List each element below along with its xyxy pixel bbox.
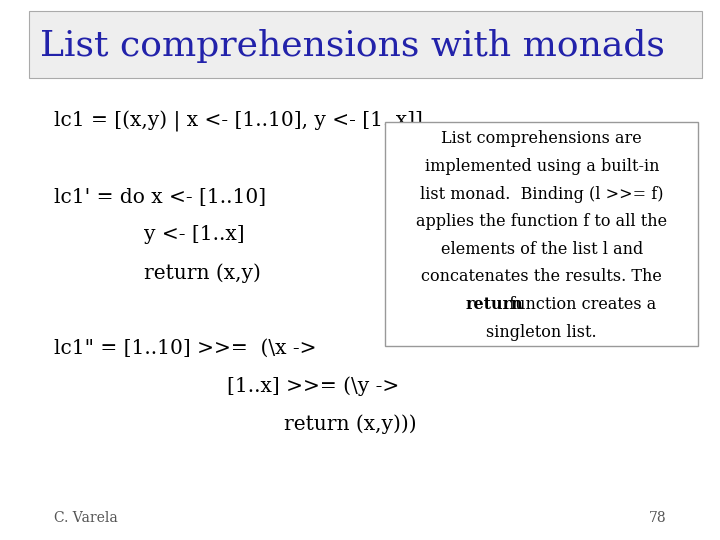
Text: lc1 = [(x,y) | x <- [1..10], y <- [1..x]]: lc1 = [(x,y) | x <- [1..10], y <- [1..x]…: [54, 111, 423, 132]
Text: implemented using a built-in: implemented using a built-in: [425, 158, 659, 175]
Text: 78: 78: [649, 511, 666, 525]
Text: elements of the list l and: elements of the list l and: [441, 241, 643, 258]
Text: List comprehensions are: List comprehensions are: [441, 130, 642, 147]
Text: applies the function f to all the: applies the function f to all the: [416, 213, 667, 230]
FancyBboxPatch shape: [29, 11, 702, 78]
Text: List comprehensions with monads: List comprehensions with monads: [40, 29, 665, 63]
Text: list monad.  Binding (l >>= f): list monad. Binding (l >>= f): [420, 186, 664, 202]
Text: return (x,y): return (x,y): [144, 263, 261, 282]
Text: C. Varela: C. Varela: [54, 511, 118, 525]
Text: function creates a: function creates a: [504, 296, 656, 313]
Text: lc1" = [1..10] >>=  (\x ->: lc1" = [1..10] >>= (\x ->: [54, 339, 317, 358]
Text: lc1' = do x <- [1..10]: lc1' = do x <- [1..10]: [54, 187, 266, 207]
Text: [1..x] >>= (\y ->: [1..x] >>= (\y ->: [227, 376, 399, 396]
Text: y <- [1..x]: y <- [1..x]: [144, 225, 245, 245]
FancyBboxPatch shape: [385, 122, 698, 346]
Text: return: return: [466, 296, 523, 313]
Text: return (x,y))): return (x,y))): [284, 414, 417, 434]
Text: singleton list.: singleton list.: [487, 323, 597, 341]
Text: concatenates the results. The: concatenates the results. The: [421, 268, 662, 285]
